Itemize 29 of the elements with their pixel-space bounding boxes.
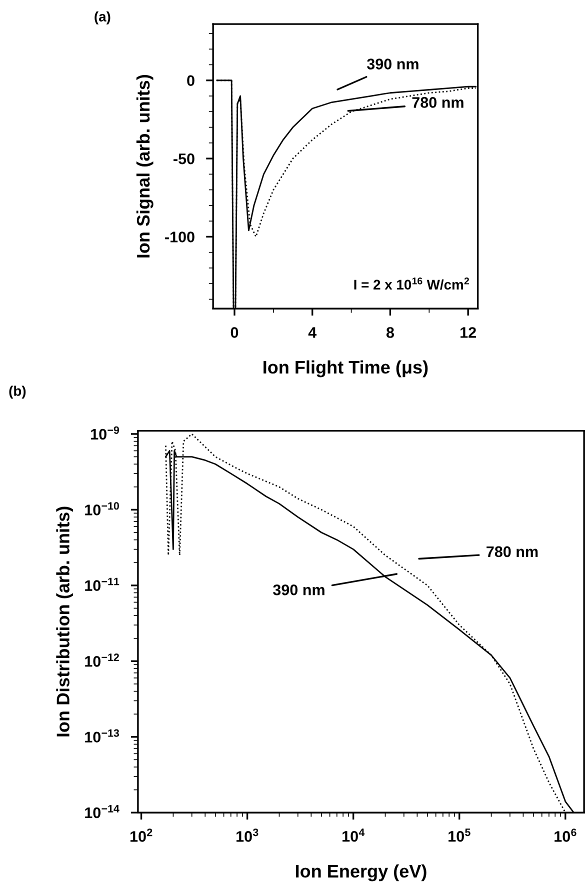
y-tick-label: 0 xyxy=(187,75,194,86)
annotation: 390 nm xyxy=(366,58,418,70)
x-tick-label: 10$^{6}$ xyxy=(554,828,576,842)
y-tick-label: -100 xyxy=(165,232,194,242)
y-tick-label: 10$^{−11}$ xyxy=(85,578,120,591)
text: (b) xyxy=(9,386,26,399)
x-tick-label: 10$^{2}$ xyxy=(130,828,152,842)
x-tick-label: 10$^{4}$ xyxy=(342,828,365,842)
annotation: I = 2 x 10$^{16}$ W/cm$^{2}$ xyxy=(354,278,470,290)
y-tick-label: 10$^{−14}$ xyxy=(85,805,120,818)
chart-title: (a) xyxy=(94,11,110,24)
y-tick-label: -50 xyxy=(174,153,194,164)
x-tick-label: 10$^{3}$ xyxy=(236,828,258,842)
annotation: 780 nm xyxy=(486,546,538,558)
y-axis-title: Ion Distribution (arb. units) xyxy=(56,506,74,736)
x-axis-title: Ion Energy (eV) xyxy=(296,864,426,882)
y-tick-label: 10$^{−13}$ xyxy=(85,729,120,743)
x-tick-label: 4 xyxy=(308,327,317,338)
x-axis-title: Ion Flight Time (μs) xyxy=(264,360,428,378)
annotation: 390 nm xyxy=(273,584,324,596)
y-tick-label: 10$^{−10}$ xyxy=(85,502,119,516)
y-tick-label: 10$^{−12}$ xyxy=(85,654,119,667)
x-tick-label: 10$^{5}$ xyxy=(448,828,470,842)
y-tick-label: 10$^{−9}$ xyxy=(91,426,120,440)
x-tick-label: 8 xyxy=(386,327,394,338)
x-tick-label: 0 xyxy=(230,327,238,338)
y-axis-title: Ion Signal (arb. units) xyxy=(136,74,154,258)
annotation: 780 nm xyxy=(412,97,464,108)
x-tick-label: 12 xyxy=(460,327,476,338)
